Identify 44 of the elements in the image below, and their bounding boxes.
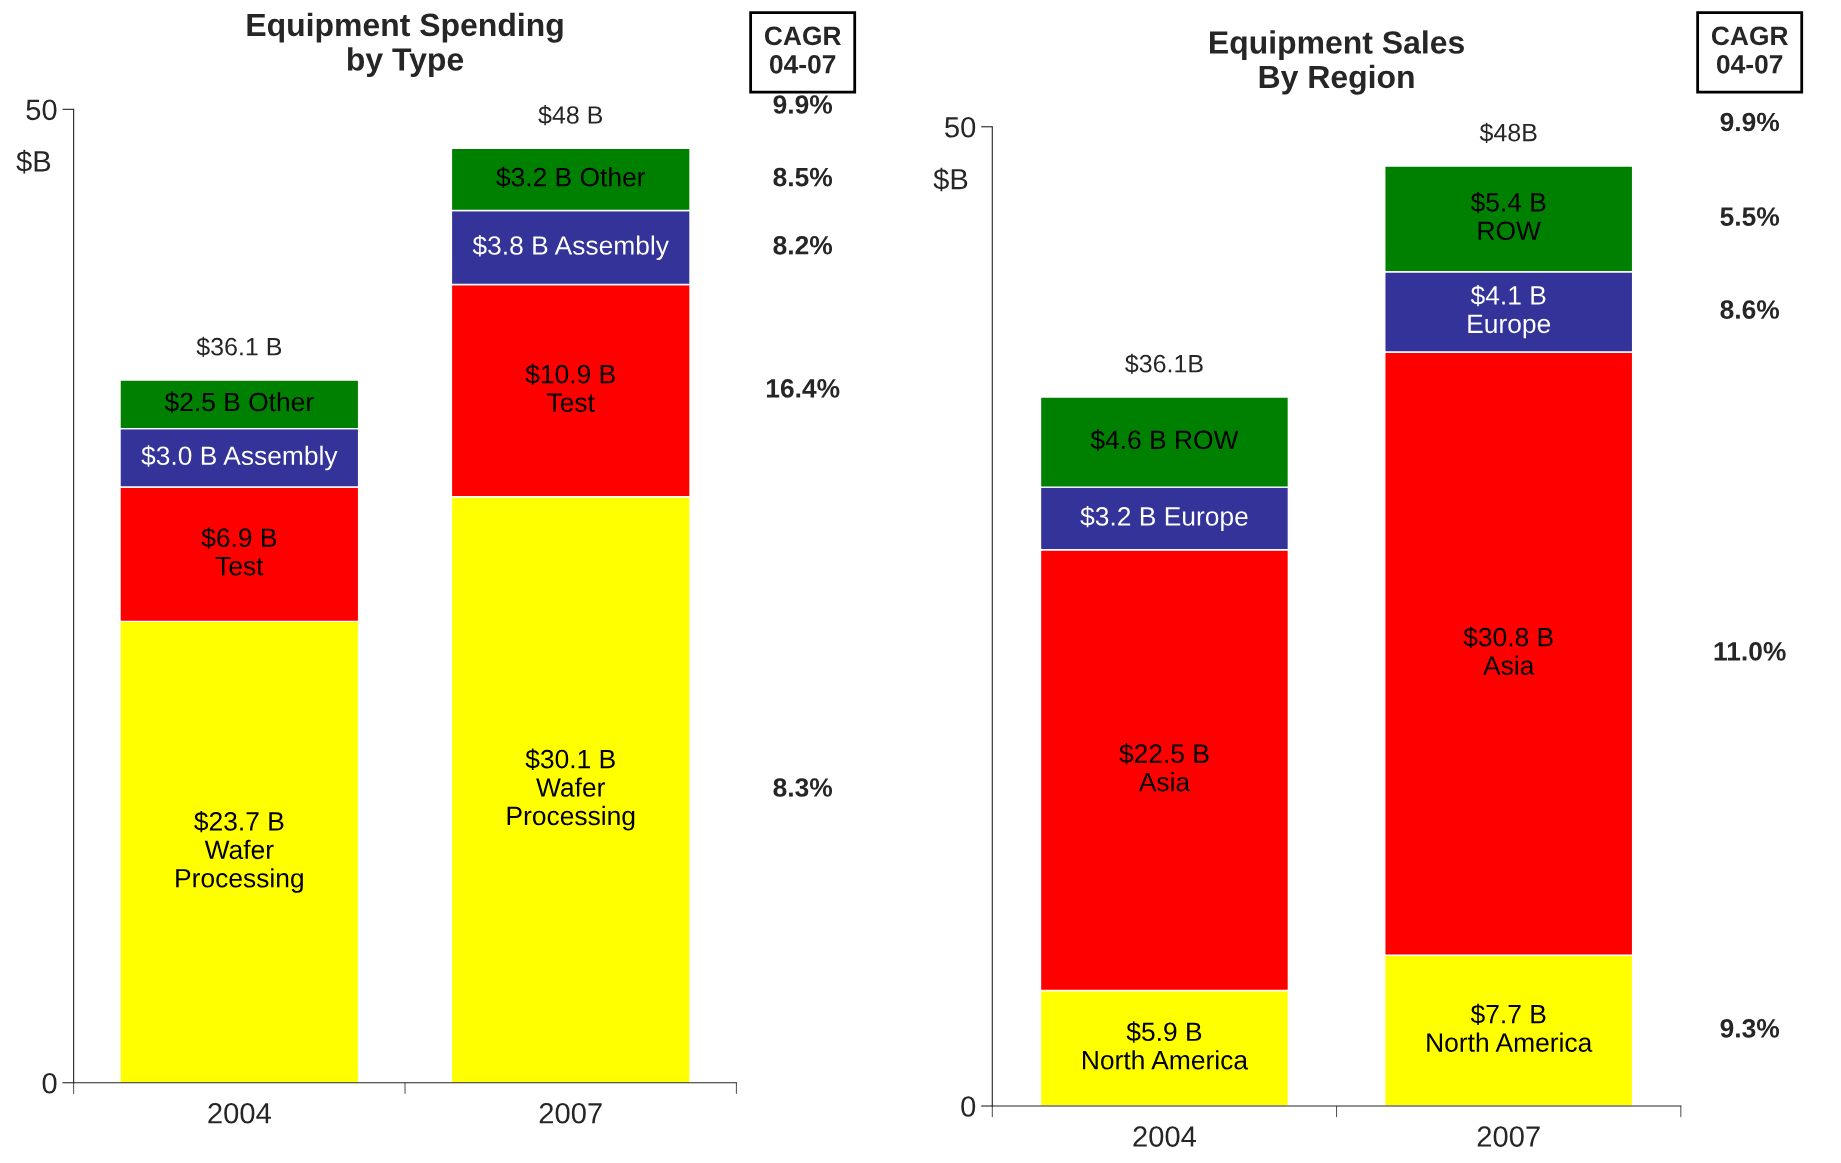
- y-axis-title: $B: [933, 167, 968, 192]
- y-tick-label: 50: [26, 99, 57, 121]
- data-label: $23.7 B Wafer Processing: [176, 810, 303, 893]
- total-label: $48B: [1479, 122, 1537, 143]
- data-label: $3.0 B Assembly: [141, 445, 338, 471]
- data-label: $3.8 B Assembly: [472, 235, 669, 261]
- text: CAGR 04-07: [764, 26, 841, 74]
- text: 5.5%: [1720, 207, 1780, 226]
- text: 16.4%: [766, 379, 840, 398]
- data-label: $4.1 B Europe: [1468, 284, 1551, 339]
- x-tick-label: 2007: [1477, 1126, 1540, 1147]
- data-label: $3.2 B Europe: [1080, 505, 1248, 531]
- data-label: $6.9 B Test: [201, 527, 277, 576]
- text: 11.0%: [1714, 642, 1786, 661]
- text: 9.9%: [773, 95, 833, 114]
- data-label: $2.5 B Other: [164, 391, 314, 413]
- total-label: $36.1 B: [196, 336, 282, 358]
- data-label: $22.5 B Asia: [1119, 743, 1209, 792]
- y-tick-label: 50: [945, 116, 976, 138]
- data-label: $30.8 B Asia: [1463, 626, 1553, 675]
- text: 9.3%: [1720, 1019, 1780, 1038]
- data-label: $7.7 B North America: [1427, 1003, 1593, 1052]
- text: 9.9%: [1720, 112, 1780, 132]
- data-label: $10.9 B Test: [525, 363, 615, 412]
- text: 8.2%: [773, 235, 833, 255]
- y-tick-label: 0: [961, 1096, 976, 1117]
- data-label: $5.9 B North America: [1083, 1021, 1249, 1070]
- data-label: $5.4 B ROW: [1470, 191, 1546, 241]
- total-label: $36.1B: [1125, 353, 1203, 374]
- text: 8.6%: [1720, 300, 1780, 319]
- y-tick-label: 0: [42, 1072, 57, 1094]
- x-tick-label: 2007: [539, 1102, 602, 1124]
- y-axis-title: $B: [16, 149, 51, 174]
- total-label: $48 B: [538, 105, 603, 126]
- data-label: $4.6 B ROW: [1090, 429, 1239, 451]
- x-tick-label: 2004: [208, 1102, 271, 1124]
- text: CAGR 04-07: [1711, 26, 1788, 74]
- text: 8.5%: [773, 167, 833, 187]
- data-label: $30.1 B Wafer Processing: [507, 748, 635, 831]
- text: 8.3%: [773, 778, 833, 797]
- data-label: $3.2 B Other: [496, 166, 646, 189]
- chart-title: Equipment Sales By Region: [1210, 30, 1464, 95]
- chart-title: Equipment Spending by Type: [247, 12, 563, 78]
- x-tick-label: 2004: [1133, 1126, 1197, 1147]
